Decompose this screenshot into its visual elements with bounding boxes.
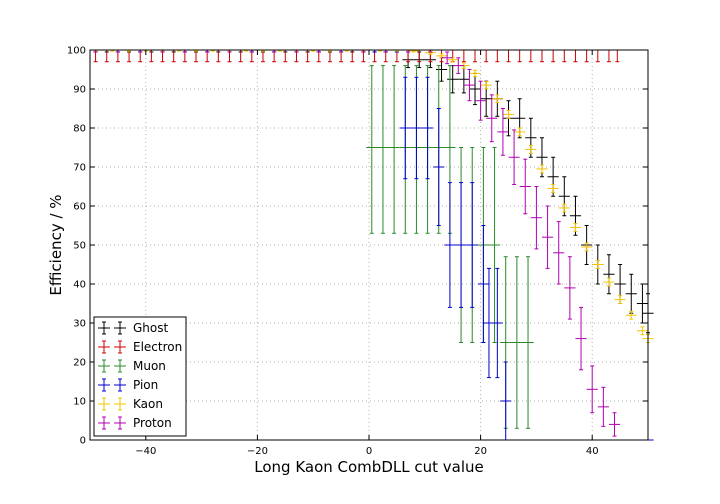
data-point — [519, 158, 531, 215]
data-point — [525, 145, 537, 154]
data-point — [466, 182, 478, 308]
y-tick-label: 90 — [73, 85, 86, 96]
data-point — [502, 109, 515, 119]
legend-item — [98, 340, 126, 354]
data-point — [463, 69, 476, 102]
data-point — [536, 164, 548, 174]
data-point — [597, 386, 609, 427]
data-point — [564, 256, 576, 320]
data-point — [511, 256, 523, 429]
legend-label: Muon — [133, 359, 166, 373]
legend-label: Ghost — [133, 321, 168, 335]
y-tick-label: 20 — [73, 358, 86, 369]
data-point — [469, 69, 481, 78]
y-tick-label: 50 — [73, 241, 86, 252]
data-point — [614, 295, 626, 304]
data-point — [514, 127, 526, 137]
data-point — [625, 310, 637, 320]
legend-item — [98, 359, 126, 373]
y-tick-label: 80 — [73, 124, 86, 135]
data-point — [592, 260, 604, 269]
data-point — [410, 76, 423, 180]
data-point — [452, 57, 464, 74]
data-point — [586, 365, 598, 414]
y-tick-label: 40 — [73, 280, 86, 291]
data-point — [603, 254, 615, 295]
y-tick-label: 30 — [73, 319, 86, 330]
legend-label: Kaon — [133, 397, 163, 411]
legend-label: Proton — [133, 416, 172, 430]
data-point — [488, 147, 501, 343]
legend-item — [98, 378, 126, 392]
ticks: −40 −20 0 20 40 0 10 20 30 40 50 60 70 80 90 100 — [67, 46, 648, 457]
y-tick-label: 60 — [73, 202, 86, 213]
y-tick-label: 10 — [73, 397, 86, 408]
data-point — [388, 65, 400, 234]
data-point — [480, 81, 492, 90]
legend-item — [98, 397, 126, 411]
data-point — [377, 65, 389, 234]
x-tick-label: −20 — [247, 446, 268, 457]
data-point — [366, 65, 378, 234]
data-point — [541, 205, 554, 269]
legend-label: Pion — [133, 378, 158, 392]
data-point — [636, 326, 648, 336]
data-point — [508, 129, 520, 186]
data-point — [569, 223, 582, 232]
data-point — [444, 182, 456, 308]
data-point — [475, 80, 487, 121]
data-point — [581, 242, 593, 252]
data-point — [558, 176, 570, 217]
data-point — [491, 94, 503, 104]
legend-item — [98, 321, 126, 335]
data-point — [422, 76, 434, 180]
data-point — [399, 76, 411, 180]
data-point — [558, 203, 570, 213]
data-point — [553, 221, 565, 285]
data-point — [486, 94, 498, 143]
x-tick-label: −40 — [135, 446, 156, 457]
data-point — [491, 267, 503, 379]
y-tick-label: 70 — [73, 163, 86, 174]
data-point — [441, 51, 453, 65]
legend: Ghost Electron Muon Pion Kaon Proton — [93, 316, 187, 437]
legend-label: Electron — [133, 340, 182, 354]
data-point — [603, 277, 615, 287]
x-tick-label: 40 — [586, 446, 599, 457]
y-tick-label: 100 — [67, 46, 86, 57]
x-tick-label: 0 — [366, 446, 372, 457]
x-tick-label: 20 — [474, 446, 487, 457]
legend-item — [98, 416, 126, 430]
data-point — [575, 306, 587, 371]
data-point — [455, 182, 467, 308]
y-tick-label: 0 — [80, 436, 86, 447]
data-point — [433, 108, 445, 226]
data-point — [522, 256, 534, 429]
data-point — [608, 412, 621, 437]
data-point — [530, 186, 542, 250]
x-axis-label: Long Kaon CombDLL cut value — [254, 458, 483, 476]
data-point — [497, 108, 509, 156]
data-point — [547, 184, 559, 193]
y-axis-label: Efficiency / % — [47, 194, 65, 295]
legend-box — [93, 316, 187, 437]
